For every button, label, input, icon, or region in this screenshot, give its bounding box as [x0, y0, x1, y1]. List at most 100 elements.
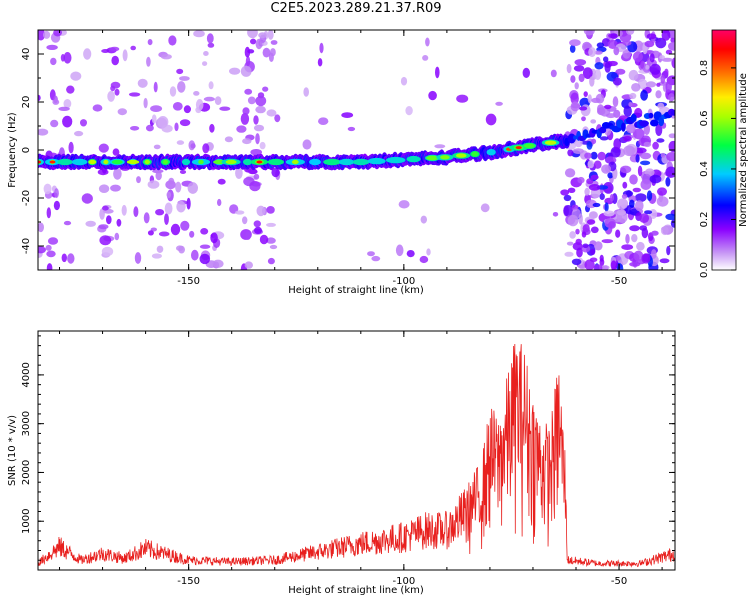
- noise-blob: [406, 250, 415, 258]
- noise-blob: [584, 152, 592, 159]
- y-tick-label: -40: [21, 238, 32, 254]
- ridge-cell: [338, 158, 355, 166]
- noise-blob: [596, 42, 605, 48]
- x-tick-label: -50: [611, 276, 627, 287]
- ridge-cell-bright: [162, 159, 169, 165]
- noise-blob: [550, 69, 557, 78]
- noise-blob: [267, 30, 274, 40]
- ridge-cell-bright: [544, 140, 557, 145]
- ridge-cell: [352, 158, 370, 166]
- ridge-diffuse: [658, 116, 665, 127]
- noise-blob: [395, 244, 404, 257]
- noise-blob: [641, 253, 651, 264]
- noise-blob: [564, 168, 576, 178]
- noise-blob: [46, 263, 53, 270]
- noise-blob: [578, 213, 583, 225]
- noise-blob: [117, 108, 128, 116]
- noise-blob: [593, 160, 602, 169]
- spectrogram-heatmap: [38, 30, 675, 270]
- noise-blob: [160, 54, 172, 60]
- noise-blob: [603, 56, 609, 63]
- noise-blob: [259, 234, 269, 245]
- noise-blob: [155, 171, 162, 181]
- noise-blob: [200, 228, 209, 235]
- x-tick-label: -100: [392, 576, 415, 587]
- noise-blob: [603, 182, 614, 194]
- ridge-cell: [386, 156, 406, 164]
- ridge-cell-bright: [440, 155, 450, 160]
- noise-blob: [629, 199, 635, 208]
- noise-blob: [564, 251, 574, 257]
- noise-blob: [661, 30, 671, 41]
- noise-blob: [586, 219, 596, 225]
- noise-blob: [143, 97, 148, 109]
- ridge-cell: [267, 158, 284, 166]
- noise-blob: [176, 245, 184, 251]
- noise-blob: [640, 160, 651, 166]
- noise-blob: [607, 39, 618, 49]
- noise-blob: [629, 225, 640, 232]
- noise-blob: [659, 55, 665, 60]
- noise-blob: [250, 149, 262, 156]
- noise-blob: [98, 224, 109, 230]
- noise-blob: [426, 248, 431, 256]
- noise-blob: [435, 66, 440, 79]
- noise-blob: [575, 238, 582, 246]
- noise-blob: [209, 123, 215, 133]
- noise-blob: [522, 67, 530, 78]
- ridge-cell-bright: [103, 159, 109, 165]
- noise-blob: [628, 69, 639, 81]
- noise-blob: [428, 90, 437, 101]
- noise-blob: [657, 102, 665, 109]
- noise-blob: [583, 30, 595, 36]
- noise-blob: [620, 165, 632, 174]
- noise-blob: [80, 119, 87, 127]
- noise-blob: [607, 172, 614, 179]
- noise-blob: [110, 184, 121, 192]
- noise-blob: [254, 226, 262, 234]
- noise-blob: [566, 63, 572, 74]
- noise-blob: [590, 174, 599, 180]
- ridge-cell: [323, 158, 341, 166]
- noise-blob: [318, 117, 329, 125]
- noise-blob: [235, 167, 243, 179]
- noise-blob: [614, 255, 621, 261]
- noise-blob: [637, 165, 643, 177]
- chart-title: C2E5.2023.289.21.37.R09: [270, 1, 442, 16]
- noise-blob: [610, 33, 618, 39]
- noise-blob: [136, 176, 141, 184]
- noise-blob: [634, 107, 643, 118]
- noise-blob: [70, 71, 82, 81]
- noise-blob: [247, 96, 256, 105]
- noise-blob: [187, 182, 198, 194]
- noise-blob: [605, 113, 616, 119]
- noise-blob: [85, 220, 96, 227]
- y-tick-label: 40: [21, 48, 32, 61]
- noise-blob: [99, 208, 105, 220]
- ridge-cell-bright: [111, 159, 123, 165]
- noise-blob: [240, 65, 252, 77]
- noise-blob: [597, 151, 606, 161]
- noise-blob: [570, 75, 576, 83]
- noise-blob: [649, 53, 655, 63]
- noise-blob: [420, 215, 427, 224]
- noise-blob: [574, 82, 579, 90]
- ridge-cell-bright: [198, 159, 204, 165]
- noise-blob: [179, 76, 190, 81]
- noise-blob: [46, 207, 51, 219]
- y-axis-label: Frequency (Hz): [7, 112, 18, 188]
- noise-blob: [655, 90, 662, 99]
- noise-blob: [584, 187, 590, 196]
- noise-blob: [651, 230, 659, 236]
- ridge-diffuse: [630, 114, 637, 122]
- noise-blob: [575, 228, 580, 235]
- noise-blob: [589, 76, 595, 87]
- noise-blob: [63, 52, 72, 64]
- noise-blob: [626, 123, 636, 134]
- noise-blob: [98, 143, 109, 153]
- noise-blob: [208, 81, 214, 90]
- ridge-cell: [71, 158, 88, 166]
- noise-blob: [620, 198, 628, 209]
- noise-blob: [244, 46, 251, 58]
- noise-blob: [319, 42, 324, 54]
